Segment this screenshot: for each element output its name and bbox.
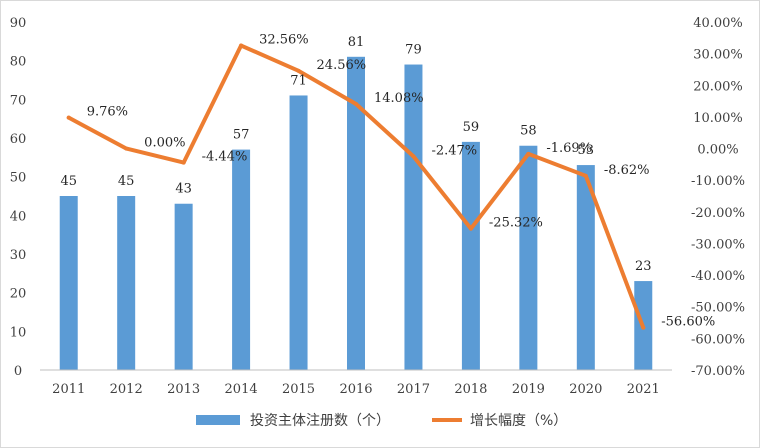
legend-label-bars: 投资主体注册数（个）	[250, 413, 390, 429]
bar	[576, 165, 595, 370]
bar	[519, 145, 538, 370]
legend-label-line: 增长幅度（%）	[470, 413, 567, 429]
line-value-label: 24.56%	[317, 58, 367, 73]
line-point	[526, 151, 531, 156]
line-point	[239, 43, 244, 48]
line-point	[583, 173, 588, 178]
bar	[289, 95, 308, 370]
x-tick-label: 2018	[454, 382, 487, 397]
line-point	[468, 226, 473, 231]
left-tick-label: 30	[10, 248, 27, 263]
bar-value-label: 45	[60, 174, 77, 189]
right-tick-label: -40.00%	[691, 269, 745, 284]
right-tick-label: -50.00%	[691, 301, 745, 316]
left-tick-label: 10	[10, 325, 27, 340]
line-value-label: 0.00%	[144, 136, 185, 151]
bar-data-labels: 45 45 43 57 71 81 79 59 58 53 23	[60, 35, 651, 274]
right-tick-label: -10.00%	[691, 174, 745, 189]
x-tick-label: 2014	[225, 382, 258, 397]
right-tick-label: -30.00%	[691, 237, 745, 252]
line-point	[66, 115, 71, 120]
bar-value-label: 43	[175, 182, 192, 197]
x-tick-label: 2019	[512, 382, 545, 397]
line-value-label: -25.32%	[489, 216, 543, 231]
line-point	[641, 325, 646, 330]
left-axis: 0 10 20 30 40 50 60 70 80 90	[10, 16, 27, 379]
line-series	[66, 43, 646, 330]
line-value-label: 32.56%	[259, 33, 309, 48]
bar-value-label: 53	[578, 143, 595, 158]
bar-value-label: 58	[520, 124, 537, 139]
left-tick-label: 40	[10, 209, 27, 224]
x-axis: 2011 2012 2013 2014 2015 2016 2017 2018 2019 2020…	[52, 382, 660, 397]
legend: 投资主体注册数（个） 增长幅度（%）	[196, 413, 567, 429]
left-tick-label: 60	[10, 132, 27, 147]
x-tick-label: 2017	[397, 382, 430, 397]
x-tick-label: 2020	[569, 382, 602, 397]
line-value-label: -2.47%	[431, 143, 477, 158]
bar	[461, 141, 480, 370]
left-tick-label: 80	[10, 55, 27, 70]
bar-value-label: 23	[635, 259, 652, 274]
right-tick-label: 20.00%	[693, 79, 743, 94]
x-tick-label: 2021	[627, 382, 660, 397]
x-tick-label: 2016	[339, 382, 372, 397]
line-value-label: 9.76%	[87, 105, 128, 120]
x-tick-label: 2011	[52, 382, 85, 397]
bar	[59, 196, 78, 370]
left-tick-label: 90	[10, 16, 27, 31]
line-value-label: 14.08%	[374, 91, 424, 106]
right-tick-label: 10.00%	[693, 111, 743, 126]
bar-value-label: 81	[348, 35, 365, 50]
right-axis: -70.00% -60.00% -50.00% -40.00% -30.00% -20.0…	[691, 16, 745, 379]
bar-value-label: 79	[405, 43, 422, 58]
line-point	[354, 102, 358, 107]
bar	[404, 64, 423, 371]
left-tick-label: 70	[10, 93, 27, 108]
right-tick-label: -60.00%	[691, 332, 745, 347]
legend-swatch-bars	[196, 415, 240, 425]
bar	[174, 203, 193, 370]
right-tick-label: 30.00%	[693, 48, 743, 63]
line-point	[124, 146, 129, 151]
x-tick-label: 2013	[167, 382, 200, 397]
line-value-label: -1.69%	[546, 141, 592, 156]
bar	[232, 149, 251, 370]
line-value-label: -4.44%	[202, 150, 248, 165]
bar	[347, 56, 365, 371]
right-tick-label: -20.00%	[691, 206, 745, 221]
right-tick-label: -70.00%	[691, 364, 745, 379]
line-point	[181, 160, 186, 165]
x-tick-label: 2012	[110, 382, 143, 397]
line-value-label: -8.62%	[604, 163, 650, 178]
line-point	[296, 68, 301, 73]
right-tick-label: 0.00%	[697, 143, 738, 158]
x-tick-label: 2015	[282, 382, 315, 397]
left-tick-label: 0	[14, 364, 22, 379]
bar-value-label: 45	[118, 174, 135, 189]
line-point	[411, 154, 416, 159]
bar-value-label: 57	[233, 128, 250, 143]
line-value-label: -56.60%	[661, 315, 715, 330]
left-tick-label: 20	[10, 287, 27, 302]
right-tick-label: 40.00%	[693, 16, 743, 31]
bar-value-label: 71	[290, 73, 307, 88]
bar-value-label: 59	[463, 120, 480, 135]
line-data-labels: 9.76% 0.00% -4.44% 32.56% 24.56% 14.08% -2.47%…	[87, 33, 716, 330]
bar	[117, 196, 136, 370]
bar-series	[59, 56, 653, 371]
left-tick-label: 50	[10, 171, 27, 186]
